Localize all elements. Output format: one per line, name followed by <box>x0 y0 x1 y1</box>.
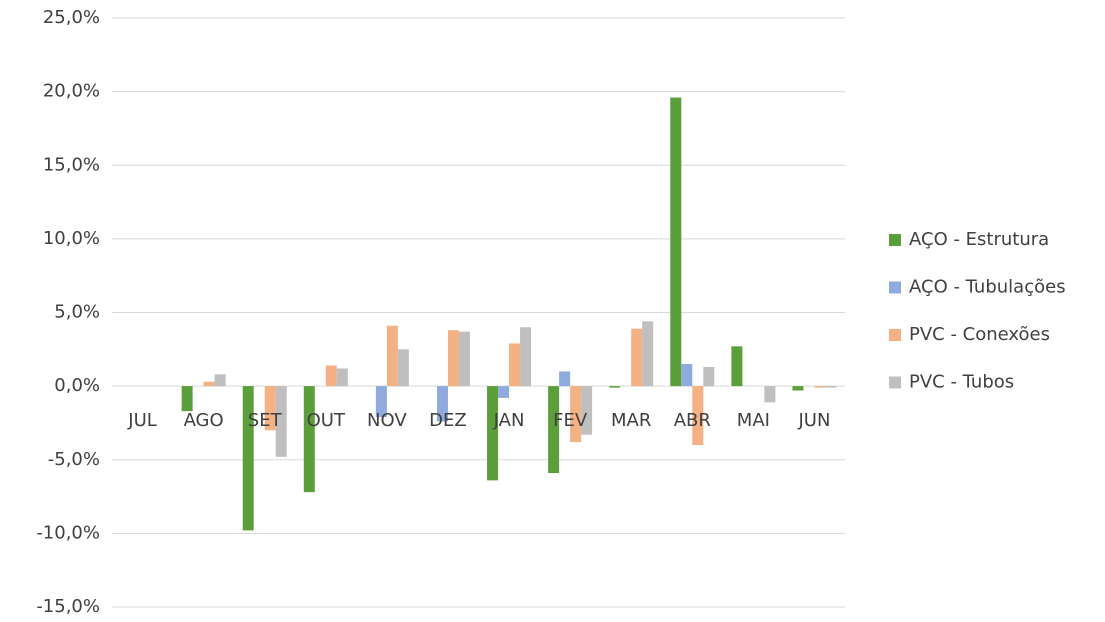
legend-label: AÇO - Tubulações <box>909 277 1066 298</box>
x-tick-label: DEZ <box>429 410 467 431</box>
y-tick-label: -5,0% <box>48 449 100 470</box>
bar <box>731 346 743 387</box>
x-tick-label: JAN <box>493 410 525 431</box>
y-tick-label: 5,0% <box>54 302 100 323</box>
bar <box>214 374 226 387</box>
y-tick-label: -15,0% <box>36 596 100 617</box>
legend-swatch <box>889 329 901 341</box>
bar <box>397 349 409 387</box>
bar <box>487 386 499 481</box>
bar <box>548 386 560 474</box>
bar <box>570 386 582 443</box>
bar <box>436 386 448 422</box>
bar <box>375 386 387 418</box>
bar <box>703 366 715 387</box>
x-tick-label: JUL <box>127 410 157 431</box>
bar <box>520 327 532 387</box>
legend-label: PVC - Tubos <box>909 372 1014 393</box>
bar <box>458 331 470 387</box>
legend-swatch <box>889 281 901 294</box>
bar <box>203 381 215 387</box>
bar <box>275 386 287 457</box>
y-tick-label: 0,0% <box>54 375 100 396</box>
bar <box>792 386 804 391</box>
legend-swatch <box>889 376 901 389</box>
bar <box>325 365 337 387</box>
bar <box>559 371 571 387</box>
bar <box>609 386 621 388</box>
bar <box>303 386 315 493</box>
bar <box>764 386 776 403</box>
legend-label: PVC - Conexões <box>909 324 1050 345</box>
bar <box>581 386 593 435</box>
x-tick-label: AGO <box>184 410 224 431</box>
x-tick-label: NOV <box>367 410 407 431</box>
x-tick-label: MAI <box>737 410 770 431</box>
bar <box>181 386 193 412</box>
x-tick-label: JUN <box>797 410 830 431</box>
bar <box>498 386 510 398</box>
y-tick-label: 10,0% <box>43 228 100 249</box>
x-tick-label: SET <box>248 410 283 431</box>
bar <box>447 330 459 387</box>
bar <box>242 386 254 531</box>
bar <box>670 97 682 387</box>
bar <box>681 364 693 387</box>
y-tick-label: -10,0% <box>36 522 100 543</box>
bar <box>692 386 704 446</box>
legend-label: AÇO - Estrutura <box>909 229 1049 250</box>
x-tick-label: MAR <box>611 410 651 431</box>
y-tick-label: 25,0% <box>43 7 100 28</box>
bar <box>336 368 348 387</box>
y-tick-label: 20,0% <box>43 81 100 102</box>
bar <box>386 325 398 387</box>
x-tick-label: OUT <box>307 410 346 431</box>
bar <box>642 321 654 387</box>
bar <box>509 343 521 387</box>
x-tick-label: FEV <box>553 410 588 431</box>
bar <box>814 386 826 388</box>
x-tick-label: ABR <box>674 410 711 431</box>
bar <box>264 386 276 431</box>
legend-swatch <box>889 234 901 246</box>
y-tick-label: 15,0% <box>43 154 100 175</box>
bar <box>631 328 643 387</box>
bar <box>825 386 837 388</box>
